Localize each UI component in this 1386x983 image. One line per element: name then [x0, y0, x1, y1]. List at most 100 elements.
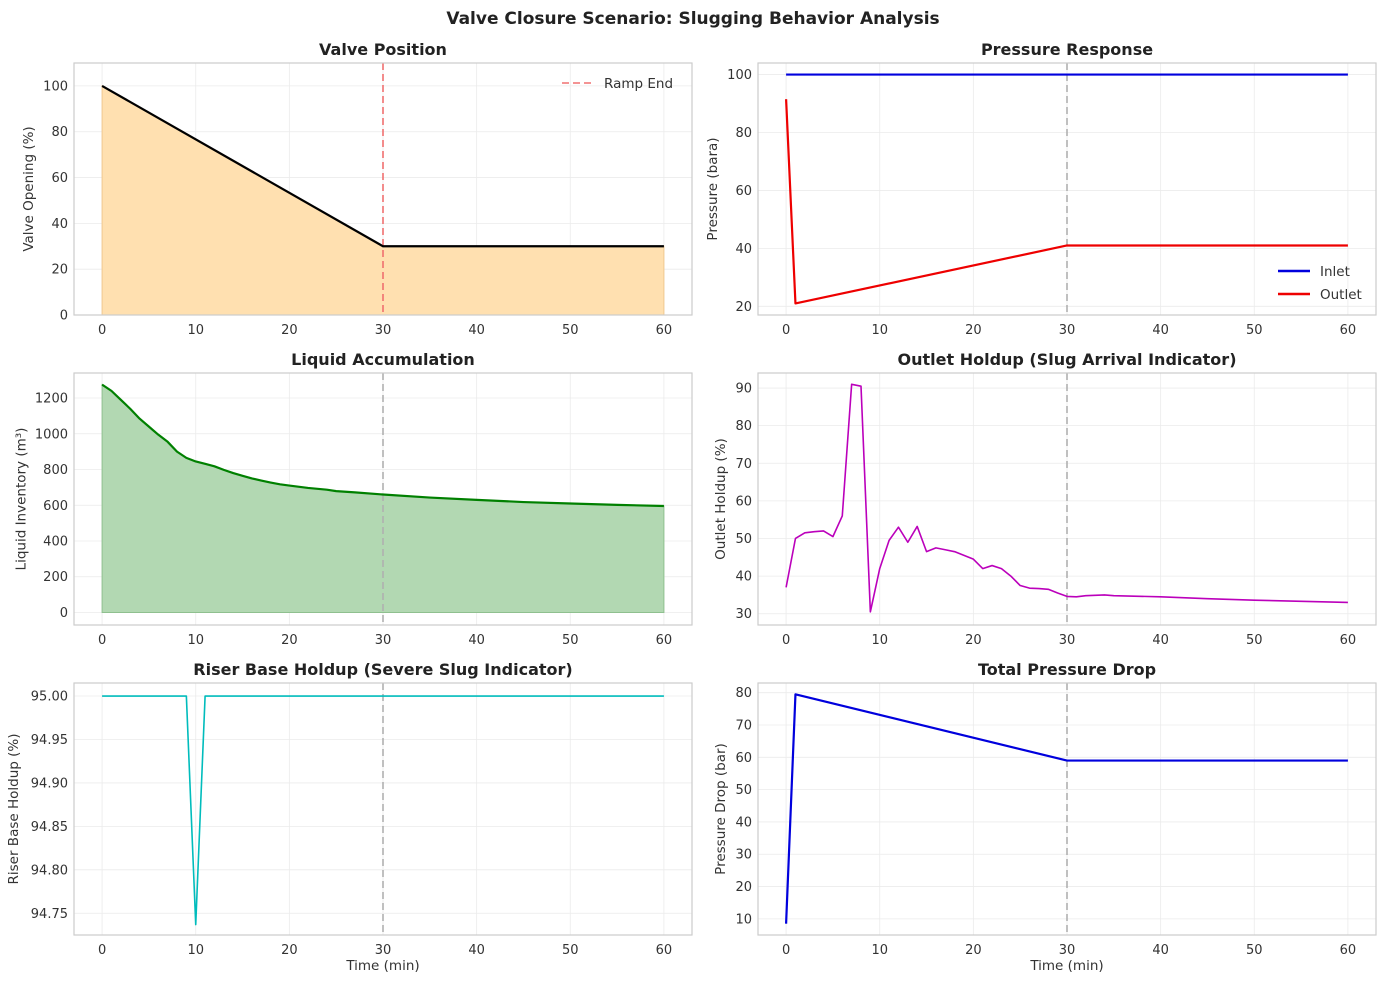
- y-axis-label: Pressure Drop (bar): [713, 743, 729, 875]
- y-tick-label: 600: [43, 499, 68, 514]
- series-line-outlet: [784, 99, 1348, 305]
- y-tick-label: 90: [735, 382, 752, 397]
- series-line-0: [102, 695, 664, 926]
- y-axis-label: Pressure (bara): [705, 137, 721, 240]
- plot-frame: [73, 682, 693, 936]
- y-tick-label: 10: [735, 912, 752, 927]
- x-tick-label: 0: [782, 633, 790, 648]
- x-tick-label: 30: [1059, 943, 1076, 958]
- series-line-0: [784, 693, 1348, 924]
- panel-title: Valve Position: [319, 40, 447, 59]
- y-tick-label: 80: [735, 126, 752, 141]
- x-tick-label: 50: [562, 943, 579, 958]
- y-tick-label: 60: [51, 171, 68, 186]
- x-tick-label: 60: [656, 633, 673, 648]
- panel-title: Pressure Response: [981, 40, 1153, 59]
- y-tick-label: 80: [51, 125, 68, 140]
- y-tick-label: 100: [727, 68, 752, 83]
- x-tick-label: 50: [562, 323, 579, 338]
- x-tick-label: 10: [187, 323, 204, 338]
- plot-frame: [73, 62, 693, 316]
- y-tick-label: 400: [43, 535, 68, 550]
- x-tick-label: 60: [1340, 323, 1357, 338]
- panel-title: Outlet Holdup (Slug Arrival Indicator): [898, 350, 1237, 369]
- y-tick-label: 60: [735, 751, 752, 766]
- x-tick-label: 20: [281, 633, 298, 648]
- x-tick-label: 60: [1340, 633, 1357, 648]
- x-tick-label: 0: [98, 633, 106, 648]
- x-tick-label: 30: [1059, 633, 1076, 648]
- x-tick-label: 10: [871, 633, 888, 648]
- x-tick-label: 60: [1340, 943, 1357, 958]
- x-tick-label: 60: [656, 323, 673, 338]
- x-tick-label: 0: [98, 943, 106, 958]
- y-tick-label: 95.00: [31, 690, 68, 705]
- x-tick-label: 30: [375, 323, 392, 338]
- y-tick-label: 20: [735, 880, 752, 895]
- x-tick-label: 40: [468, 633, 485, 648]
- x-tick-label: 20: [965, 943, 982, 958]
- y-tick-label: 1000: [35, 427, 68, 442]
- x-tick-label: 50: [1246, 633, 1263, 648]
- x-tick-label: 20: [965, 633, 982, 648]
- x-tick-label: 50: [1246, 943, 1263, 958]
- panel-title: Total Pressure Drop: [978, 660, 1156, 679]
- y-tick-label: 20: [735, 300, 752, 315]
- y-tick-label: 80: [735, 419, 752, 434]
- y-tick-label: 40: [51, 217, 68, 232]
- x-tick-label: 40: [468, 323, 485, 338]
- plot-frame: [757, 372, 1377, 626]
- x-tick-label: 60: [656, 943, 673, 958]
- x-tick-label: 40: [1152, 323, 1169, 338]
- y-tick-label: 50: [735, 783, 752, 798]
- panel-dp: 0 10 20 30 40 50 60 10 20 30 40 50 60 70 80 Total Press…: [713, 660, 1377, 974]
- x-tick-label: 40: [1152, 943, 1169, 958]
- y-tick-label: 200: [43, 570, 68, 585]
- y-tick-label: 20: [51, 263, 68, 278]
- series-line-0: [101, 383, 664, 508]
- y-tick-label: 94.95: [31, 733, 68, 748]
- y-tick-label: 30: [735, 607, 752, 622]
- plot-frame: [757, 62, 1377, 316]
- x-tick-label: 50: [562, 633, 579, 648]
- legend-label-outlet: Outlet: [1320, 287, 1362, 303]
- y-axis-label: Outlet Holdup (%): [713, 438, 729, 560]
- x-tick-label: 20: [965, 323, 982, 338]
- y-tick-label: 94.85: [31, 820, 68, 835]
- x-tick-label: 20: [281, 943, 298, 958]
- y-tick-label: 70: [735, 719, 752, 734]
- y-tick-label: 94.80: [31, 863, 68, 878]
- x-tick-label: 10: [187, 633, 204, 648]
- y-tick-label: 60: [735, 494, 752, 509]
- x-tick-label: 10: [187, 943, 204, 958]
- y-tick-label: 80: [735, 686, 752, 701]
- plot-frame: [73, 372, 693, 626]
- y-axis-label: Liquid Inventory (m³): [14, 428, 30, 571]
- panel-title: Riser Base Holdup (Severe Slug Indicator…: [193, 660, 572, 679]
- x-tick-label: 20: [281, 323, 298, 338]
- plot-frame: [757, 682, 1377, 936]
- panel-outlet_holdup: 0 10 20 30 40 50 60 30 40 50 60 70 80 90 Outlet Holdup…: [713, 350, 1377, 648]
- y-tick-label: 70: [735, 457, 752, 472]
- panel-valve: 0 10 20 30 40 50 60 0 20 40 60 80 100 Valve Position V…: [21, 40, 693, 338]
- x-tick-label: 40: [1152, 633, 1169, 648]
- x-tick-label: 10: [871, 943, 888, 958]
- x-tick-label: 40: [468, 943, 485, 958]
- x-tick-label: 10: [871, 323, 888, 338]
- y-tick-label: 30: [735, 848, 752, 863]
- figure-suptitle: Valve Closure Scenario: Slugging Behavio…: [446, 9, 939, 29]
- y-axis-label: Riser Base Holdup (%): [6, 734, 22, 885]
- y-tick-label: 0: [60, 606, 68, 621]
- y-tick-label: 0: [60, 309, 68, 324]
- x-tick-label: 0: [98, 323, 106, 338]
- y-tick-label: 50: [735, 532, 752, 547]
- y-tick-label: 60: [735, 184, 752, 199]
- x-tick-label: 0: [782, 943, 790, 958]
- x-tick-label: 0: [782, 323, 790, 338]
- panel-riser: 0 10 20 30 40 50 60 94.75 94.80 94.85 94.90 94.95 95…: [6, 660, 693, 974]
- x-tick-label: 30: [375, 943, 392, 958]
- legend-label-inlet: Inlet: [1320, 264, 1350, 280]
- x-tick-label: 30: [375, 633, 392, 648]
